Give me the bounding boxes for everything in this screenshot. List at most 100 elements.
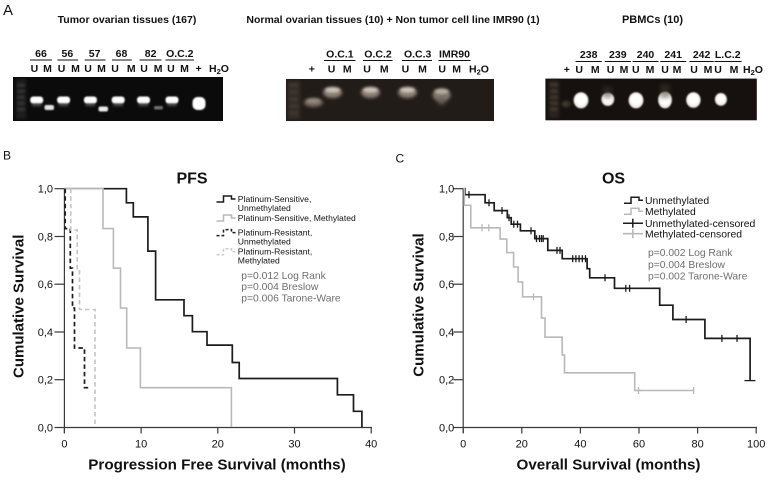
svg-text:H2O: H2O bbox=[469, 64, 489, 77]
svg-text:Methylated: Methylated bbox=[645, 207, 696, 218]
svg-text:U: U bbox=[607, 64, 615, 76]
svg-text:68: 68 bbox=[116, 48, 128, 60]
svg-text:+: + bbox=[564, 64, 570, 76]
svg-text:M: M bbox=[343, 64, 352, 76]
svg-text:U: U bbox=[84, 63, 92, 75]
svg-text:B: B bbox=[3, 149, 11, 163]
svg-text:U: U bbox=[328, 64, 336, 76]
svg-text:Unmethylated: Unmethylated bbox=[238, 203, 291, 213]
svg-text:U: U bbox=[575, 64, 583, 76]
svg-text:M: M bbox=[380, 64, 389, 76]
svg-text:IMR90: IMR90 bbox=[439, 49, 470, 61]
svg-text:0: 0 bbox=[61, 439, 67, 451]
svg-text:O.C.1: O.C.1 bbox=[326, 49, 354, 61]
svg-text:0,2: 0,2 bbox=[439, 375, 454, 387]
svg-text:p=0.006 Tarone-Ware: p=0.006 Tarone-Ware bbox=[241, 294, 341, 305]
svg-text:O.C.2: O.C.2 bbox=[166, 48, 194, 60]
svg-text:0,6: 0,6 bbox=[38, 279, 53, 291]
svg-text:C: C bbox=[396, 152, 405, 166]
svg-text:M: M bbox=[71, 63, 80, 75]
svg-text:U: U bbox=[690, 64, 698, 76]
svg-text:U: U bbox=[714, 64, 722, 76]
svg-text:Platinum-Resistant,: Platinum-Resistant, bbox=[238, 228, 313, 238]
svg-text:PFS: PFS bbox=[176, 171, 207, 188]
svg-text:20: 20 bbox=[212, 439, 224, 451]
svg-text:82: 82 bbox=[145, 48, 157, 60]
svg-text:40: 40 bbox=[574, 439, 586, 451]
svg-text:Cumulative Survival: Cumulative Survival bbox=[411, 233, 428, 376]
svg-text:p=0.012 Log Rank: p=0.012 Log Rank bbox=[241, 271, 326, 282]
svg-text:M: M bbox=[646, 64, 655, 76]
svg-text:M: M bbox=[673, 64, 682, 76]
svg-text:239: 239 bbox=[609, 49, 627, 61]
svg-text:L.C.2: L.C.2 bbox=[715, 49, 741, 61]
svg-text:241: 241 bbox=[664, 49, 682, 61]
svg-text:0,8: 0,8 bbox=[439, 231, 454, 243]
svg-text:60: 60 bbox=[633, 439, 645, 451]
svg-text:U: U bbox=[31, 63, 39, 75]
svg-text:Unmethylated-censored: Unmethylated-censored bbox=[645, 219, 756, 230]
svg-text:U: U bbox=[363, 64, 371, 76]
svg-text:p=0.002 Log Rank: p=0.002 Log Rank bbox=[648, 248, 733, 259]
svg-text:U: U bbox=[111, 63, 119, 75]
svg-text:240: 240 bbox=[637, 49, 655, 61]
svg-text:O.C.2: O.C.2 bbox=[364, 49, 392, 61]
svg-text:U: U bbox=[661, 64, 669, 76]
svg-text:+: + bbox=[309, 64, 315, 76]
svg-text:57: 57 bbox=[89, 48, 101, 60]
svg-text:U: U bbox=[438, 64, 446, 76]
svg-text:U: U bbox=[402, 64, 410, 76]
svg-text:U: U bbox=[632, 64, 640, 76]
svg-text:U: U bbox=[58, 63, 66, 75]
svg-text:30: 30 bbox=[288, 439, 300, 451]
svg-text:0,2: 0,2 bbox=[38, 375, 53, 387]
svg-text:M: M bbox=[97, 63, 106, 75]
svg-text:0,4: 0,4 bbox=[38, 327, 53, 339]
svg-text:M: M bbox=[43, 63, 52, 75]
svg-text:0,6: 0,6 bbox=[439, 279, 454, 291]
svg-text:80: 80 bbox=[691, 439, 703, 451]
svg-text:M: M bbox=[704, 64, 713, 76]
svg-text:40: 40 bbox=[365, 439, 377, 451]
svg-text:0,0: 0,0 bbox=[38, 422, 53, 434]
svg-text:O.C.3: O.C.3 bbox=[404, 49, 432, 61]
svg-text:0: 0 bbox=[460, 439, 466, 451]
svg-text:M: M bbox=[591, 64, 600, 76]
svg-text:+: + bbox=[196, 63, 202, 75]
svg-text:p=0.004 Breslow: p=0.004 Breslow bbox=[241, 282, 319, 293]
svg-text:Methylated: Methylated bbox=[238, 255, 280, 265]
svg-text:M: M bbox=[452, 64, 461, 76]
svg-text:Normal ovarian tissues (10) +: Normal ovarian tissues (10) + Non tumor … bbox=[246, 14, 539, 26]
svg-text:0,8: 0,8 bbox=[38, 231, 53, 243]
svg-text:Platinum-Sensitive,: Platinum-Sensitive, bbox=[238, 194, 312, 204]
svg-text:Unmethylated: Unmethylated bbox=[238, 237, 291, 247]
svg-text:1,0: 1,0 bbox=[439, 184, 454, 196]
svg-text:Progression Free Survival (mon: Progression Free Survival (months) bbox=[88, 457, 345, 474]
svg-text:p=0.002 Tarone-Ware: p=0.002 Tarone-Ware bbox=[648, 272, 748, 283]
svg-text:10: 10 bbox=[135, 439, 147, 451]
svg-text:PBMCs (10): PBMCs (10) bbox=[622, 14, 683, 26]
svg-text:1,0: 1,0 bbox=[38, 184, 53, 196]
svg-text:A: A bbox=[3, 2, 13, 19]
svg-text:M: M bbox=[154, 63, 163, 75]
svg-text:20: 20 bbox=[516, 439, 528, 451]
svg-text:Tumor ovarian tissues (167): Tumor ovarian tissues (167) bbox=[58, 14, 197, 26]
svg-text:238: 238 bbox=[580, 49, 598, 61]
svg-text:100: 100 bbox=[747, 439, 765, 451]
svg-text:M: M bbox=[127, 63, 136, 75]
svg-text:p=0.004 Breslow: p=0.004 Breslow bbox=[648, 260, 726, 271]
svg-text:H2O: H2O bbox=[743, 64, 763, 77]
svg-text:H2O: H2O bbox=[209, 63, 229, 76]
svg-text:U: U bbox=[140, 63, 148, 75]
svg-text:M: M bbox=[730, 64, 739, 76]
svg-text:Methylated-censored: Methylated-censored bbox=[645, 229, 742, 240]
svg-text:Overall Survival (months): Overall Survival (months) bbox=[517, 457, 701, 474]
svg-text:Platinum-Resistant,: Platinum-Resistant, bbox=[238, 247, 313, 257]
svg-text:56: 56 bbox=[62, 48, 74, 60]
svg-text:0,4: 0,4 bbox=[439, 327, 454, 339]
svg-text:M: M bbox=[418, 64, 427, 76]
svg-text:0,0: 0,0 bbox=[439, 422, 454, 434]
svg-text:U: U bbox=[167, 63, 175, 75]
svg-text:Cumulative Survival: Cumulative Survival bbox=[11, 235, 28, 378]
svg-text:66: 66 bbox=[35, 48, 47, 60]
